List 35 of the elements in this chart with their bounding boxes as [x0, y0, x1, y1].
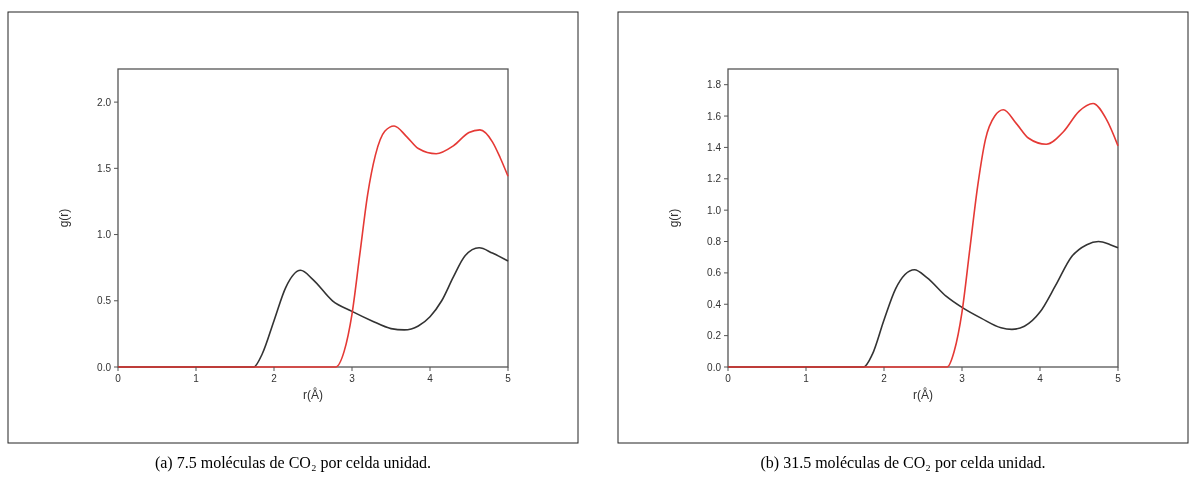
y-tick-label: 2.0 [97, 96, 112, 108]
x-tick-label: 2 [881, 373, 888, 384]
y-tick-label: 1.8 [707, 79, 722, 91]
y-tick-label: 1.6 [707, 110, 722, 122]
y-tick-label: 0.0 [707, 361, 722, 373]
x-tick-label: 5 [505, 373, 512, 384]
y-tick-label: 0.5 [97, 295, 112, 307]
text: (b) 31.5 moléculas de CO₂ por celda unidad. [760, 454, 1046, 472]
x-tick-label: 0 [725, 373, 732, 384]
text: (a) 7.5 moléculas de CO₂ por celda unidad. [154, 454, 432, 472]
x-tick-label: 4 [427, 373, 434, 384]
x-axis-title: r(Å) [303, 387, 323, 402]
x-axis-title: r(Å) [913, 387, 933, 402]
y-tick-label: 1.4 [707, 141, 722, 153]
y-tick-label: 0.4 [707, 298, 722, 310]
y-tick-label: 1.0 [707, 204, 722, 216]
x-tick-label: 0 [115, 373, 122, 384]
line-series [117, 125, 509, 368]
x-tick-label: 5 [1115, 373, 1122, 384]
x-tick-label: 2 [271, 373, 278, 384]
y-tick-label: 0.6 [707, 267, 722, 279]
line-series [727, 102, 1119, 368]
y-tick-label: 0.0 [97, 361, 112, 373]
y-tick-label: 0.8 [707, 236, 722, 248]
x-tick-label: 4 [1037, 373, 1044, 384]
x-tick-label: 3 [959, 373, 966, 384]
y-tick-label: 1.5 [97, 162, 112, 174]
x-tick-label: 3 [349, 373, 356, 384]
x-tick-label: 1 [193, 373, 200, 384]
y-tick-label: 0.2 [707, 330, 722, 342]
y-tick-label: 1.2 [707, 173, 722, 185]
y-tick-label: 1.0 [97, 229, 112, 241]
x-tick-label: 1 [803, 373, 810, 384]
y-axis-title: g(r) [667, 208, 681, 228]
y-axis-title: g(r) [57, 208, 71, 228]
